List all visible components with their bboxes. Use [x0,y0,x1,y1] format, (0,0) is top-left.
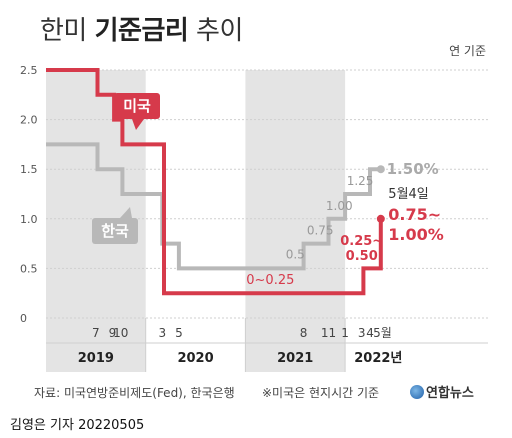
source-text: 자료: 미국연방준비제도(Fed), 한국은행 [34,386,235,400]
us-callout-label: 미국 [123,97,151,115]
annotation-3: 1.25 [347,174,374,188]
annotation-5: 0~0.25 [246,273,294,288]
globe-icon [410,385,424,399]
y-tick-label-5: 2.5 [20,64,38,77]
series-line-1 [46,142,381,271]
annotation-1: 0.75 [307,224,334,238]
month-tick-4: 5 [175,326,183,340]
y-tick-label-1: 0.5 [20,262,38,275]
annotation-7: 0.50 [346,249,378,264]
month-tick-2: 10 [113,326,128,340]
annotation-0: 0.5 [286,247,305,261]
credit-text: 김영은 기자 20220505 [10,418,145,433]
title-prefix: 한미 [40,16,95,46]
us-callout-tail [132,119,144,130]
month-tick-10: 5월 [373,326,392,340]
korea-callout-tail [120,207,132,218]
title-bold: 기준금리 [94,16,189,46]
korea-callout-box [92,218,138,244]
note-text: ※미국은 현지시간 기준 [262,386,380,400]
logo-text: 연합뉴스 [426,386,474,401]
news-logo: 연합뉴스 [410,382,474,401]
y-tick-label-4: 2.0 [20,114,38,127]
y-tick-label-0: 0 [20,312,27,325]
month-tick-3: 3 [158,326,166,340]
year-label-0: 2019 [78,351,114,366]
series-end-dot-0 [376,214,385,223]
month-tick-0: 7 [92,326,100,340]
annotation-4: 1.50% [387,160,439,178]
year-label-3: 2022년 [354,351,402,366]
month-tick-1: 9 [109,326,117,340]
y-tick-label-2: 1.0 [20,213,38,226]
month-tick-8: 3 [358,326,366,340]
month-tick-6: 11 [321,326,336,340]
title-suffix: 추이 [188,16,243,46]
year-label-1: 2020 [177,351,213,366]
korea-callout-label: 한국 [101,222,129,240]
chart-title: 한미 기준금리 추이 [40,10,243,47]
month-tick-9: 4 [366,326,374,340]
y-tick-label-3: 1.5 [20,163,38,176]
series-line-0 [46,68,383,296]
annotation-6: 0.25~ [340,234,383,249]
annotation-2: 1.00 [326,199,353,213]
annotation-10: 1.00% [388,225,444,244]
series-end-dot-1 [376,165,385,174]
annotation-9: 0.75~ [388,205,441,224]
month-tick-5: 8 [300,326,308,340]
us-callout-box [114,93,160,119]
annotation-8: 5월4일 [388,187,428,202]
month-tick-7: 1 [341,326,349,340]
year-label-2: 2021 [277,351,313,366]
unit-label: 연 기준 [449,44,486,58]
